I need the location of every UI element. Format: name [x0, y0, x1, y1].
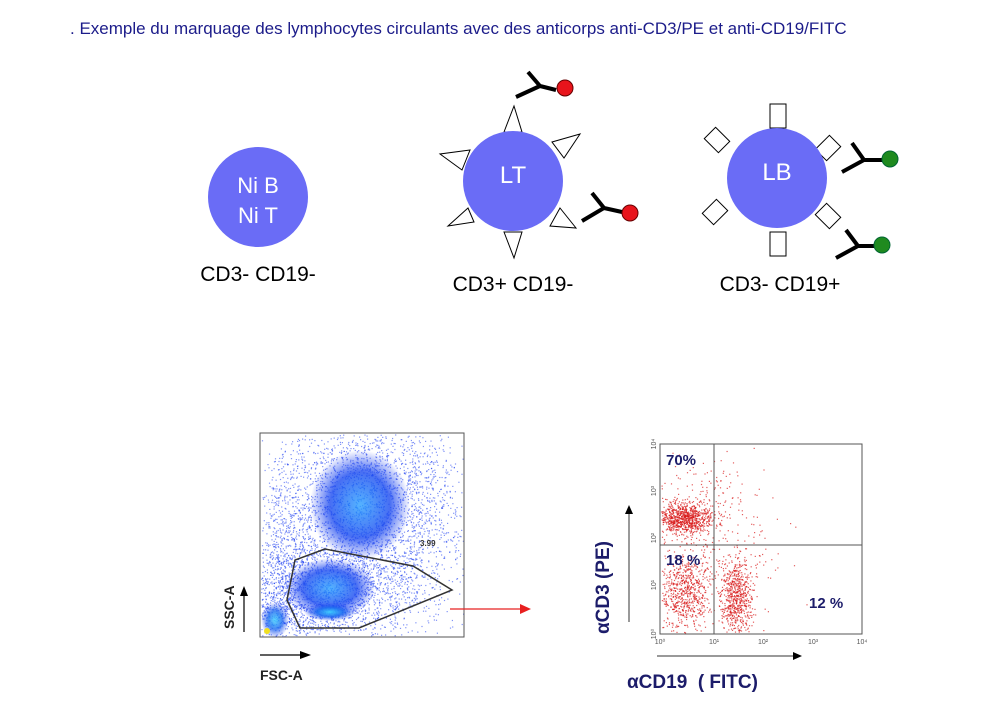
x-tick-label: 10² — [758, 639, 769, 646]
arrow-right-icon — [793, 652, 802, 660]
scatter-dots — [661, 447, 808, 634]
x-tick-label: 10³ — [808, 639, 819, 646]
gate-value: 3.99 — [420, 539, 436, 548]
anti-cd3-pe-antibody — [580, 191, 639, 223]
y-axis-label: αCD3 (PE) — [593, 541, 614, 634]
y-tick-label: 10⁰ — [650, 629, 658, 640]
fsc-ssc-plot: 3.99 SSC-A FSC-A — [221, 432, 465, 683]
phenotype-label: CD3- CD19+ — [720, 273, 841, 296]
pe-fluorochrome-icon — [556, 79, 574, 97]
anti-cd19-fitc-antibody — [841, 141, 899, 174]
gate-to-plot-arrow-icon — [450, 604, 531, 614]
anti-cd19-fitc-antibody — [835, 228, 891, 260]
phenotype-label: CD3+ CD19- — [453, 273, 574, 296]
arrow-up-icon — [240, 586, 248, 596]
fitc-fluorochrome-icon — [873, 236, 891, 254]
cd19-receptors — [701, 103, 842, 257]
cell-lb: LB CD3- CD19+ — [701, 103, 899, 296]
cell-lt: LT CD3+ CD19- — [438, 70, 639, 296]
phenotype-label: CD3- CD19- — [200, 263, 316, 286]
fitc-fluorochrome-icon — [881, 150, 899, 168]
y-axis-label: SSC-A — [221, 585, 237, 629]
y-tick-label: 10³ — [651, 485, 658, 496]
pe-fluorochrome-icon — [621, 204, 639, 222]
cell-body — [727, 128, 827, 228]
x-tick-label: 10⁰ — [655, 638, 666, 646]
quadrant-lower-left-percent: 18 % — [666, 552, 700, 569]
cell-label: LT — [500, 162, 527, 189]
quadrant-upper-left-percent: 70% — [666, 452, 696, 469]
density-core — [304, 603, 356, 621]
y-tick-label: 10⁴ — [651, 439, 658, 450]
cell-body — [463, 131, 563, 231]
cell-body — [208, 147, 308, 247]
x-axis-label: αCD19 ( FITC) — [627, 672, 758, 693]
cell-label-line2: Ni T — [238, 203, 278, 228]
x-tick-label: 10¹ — [709, 639, 720, 646]
density-granulocytes — [310, 450, 410, 560]
density-peak — [264, 628, 270, 634]
x-axis-label: FSC-A — [260, 667, 303, 683]
page-title: . Exemple du marquage des lymphocytes ci… — [70, 19, 847, 38]
anti-cd3-pe-antibody — [515, 70, 574, 99]
cell-label-line1: Ni B — [237, 173, 279, 198]
y-tick-label: 10¹ — [651, 579, 658, 590]
plot-frame — [659, 443, 863, 635]
plot-frame — [259, 432, 465, 638]
quadrant-lower-right-percent: 12 % — [809, 595, 843, 612]
density-lymphocytes — [285, 558, 375, 618]
cell-label: LB — [762, 159, 791, 186]
lymphocyte-gate[interactable] — [286, 548, 454, 629]
arrow-right-icon — [300, 651, 311, 659]
arrow-up-icon — [625, 505, 633, 514]
x-tick-label: 10⁴ — [857, 639, 868, 646]
y-tick-label: 10² — [651, 532, 658, 543]
cell-null: Ni B Ni T CD3- CD19- — [200, 147, 316, 286]
